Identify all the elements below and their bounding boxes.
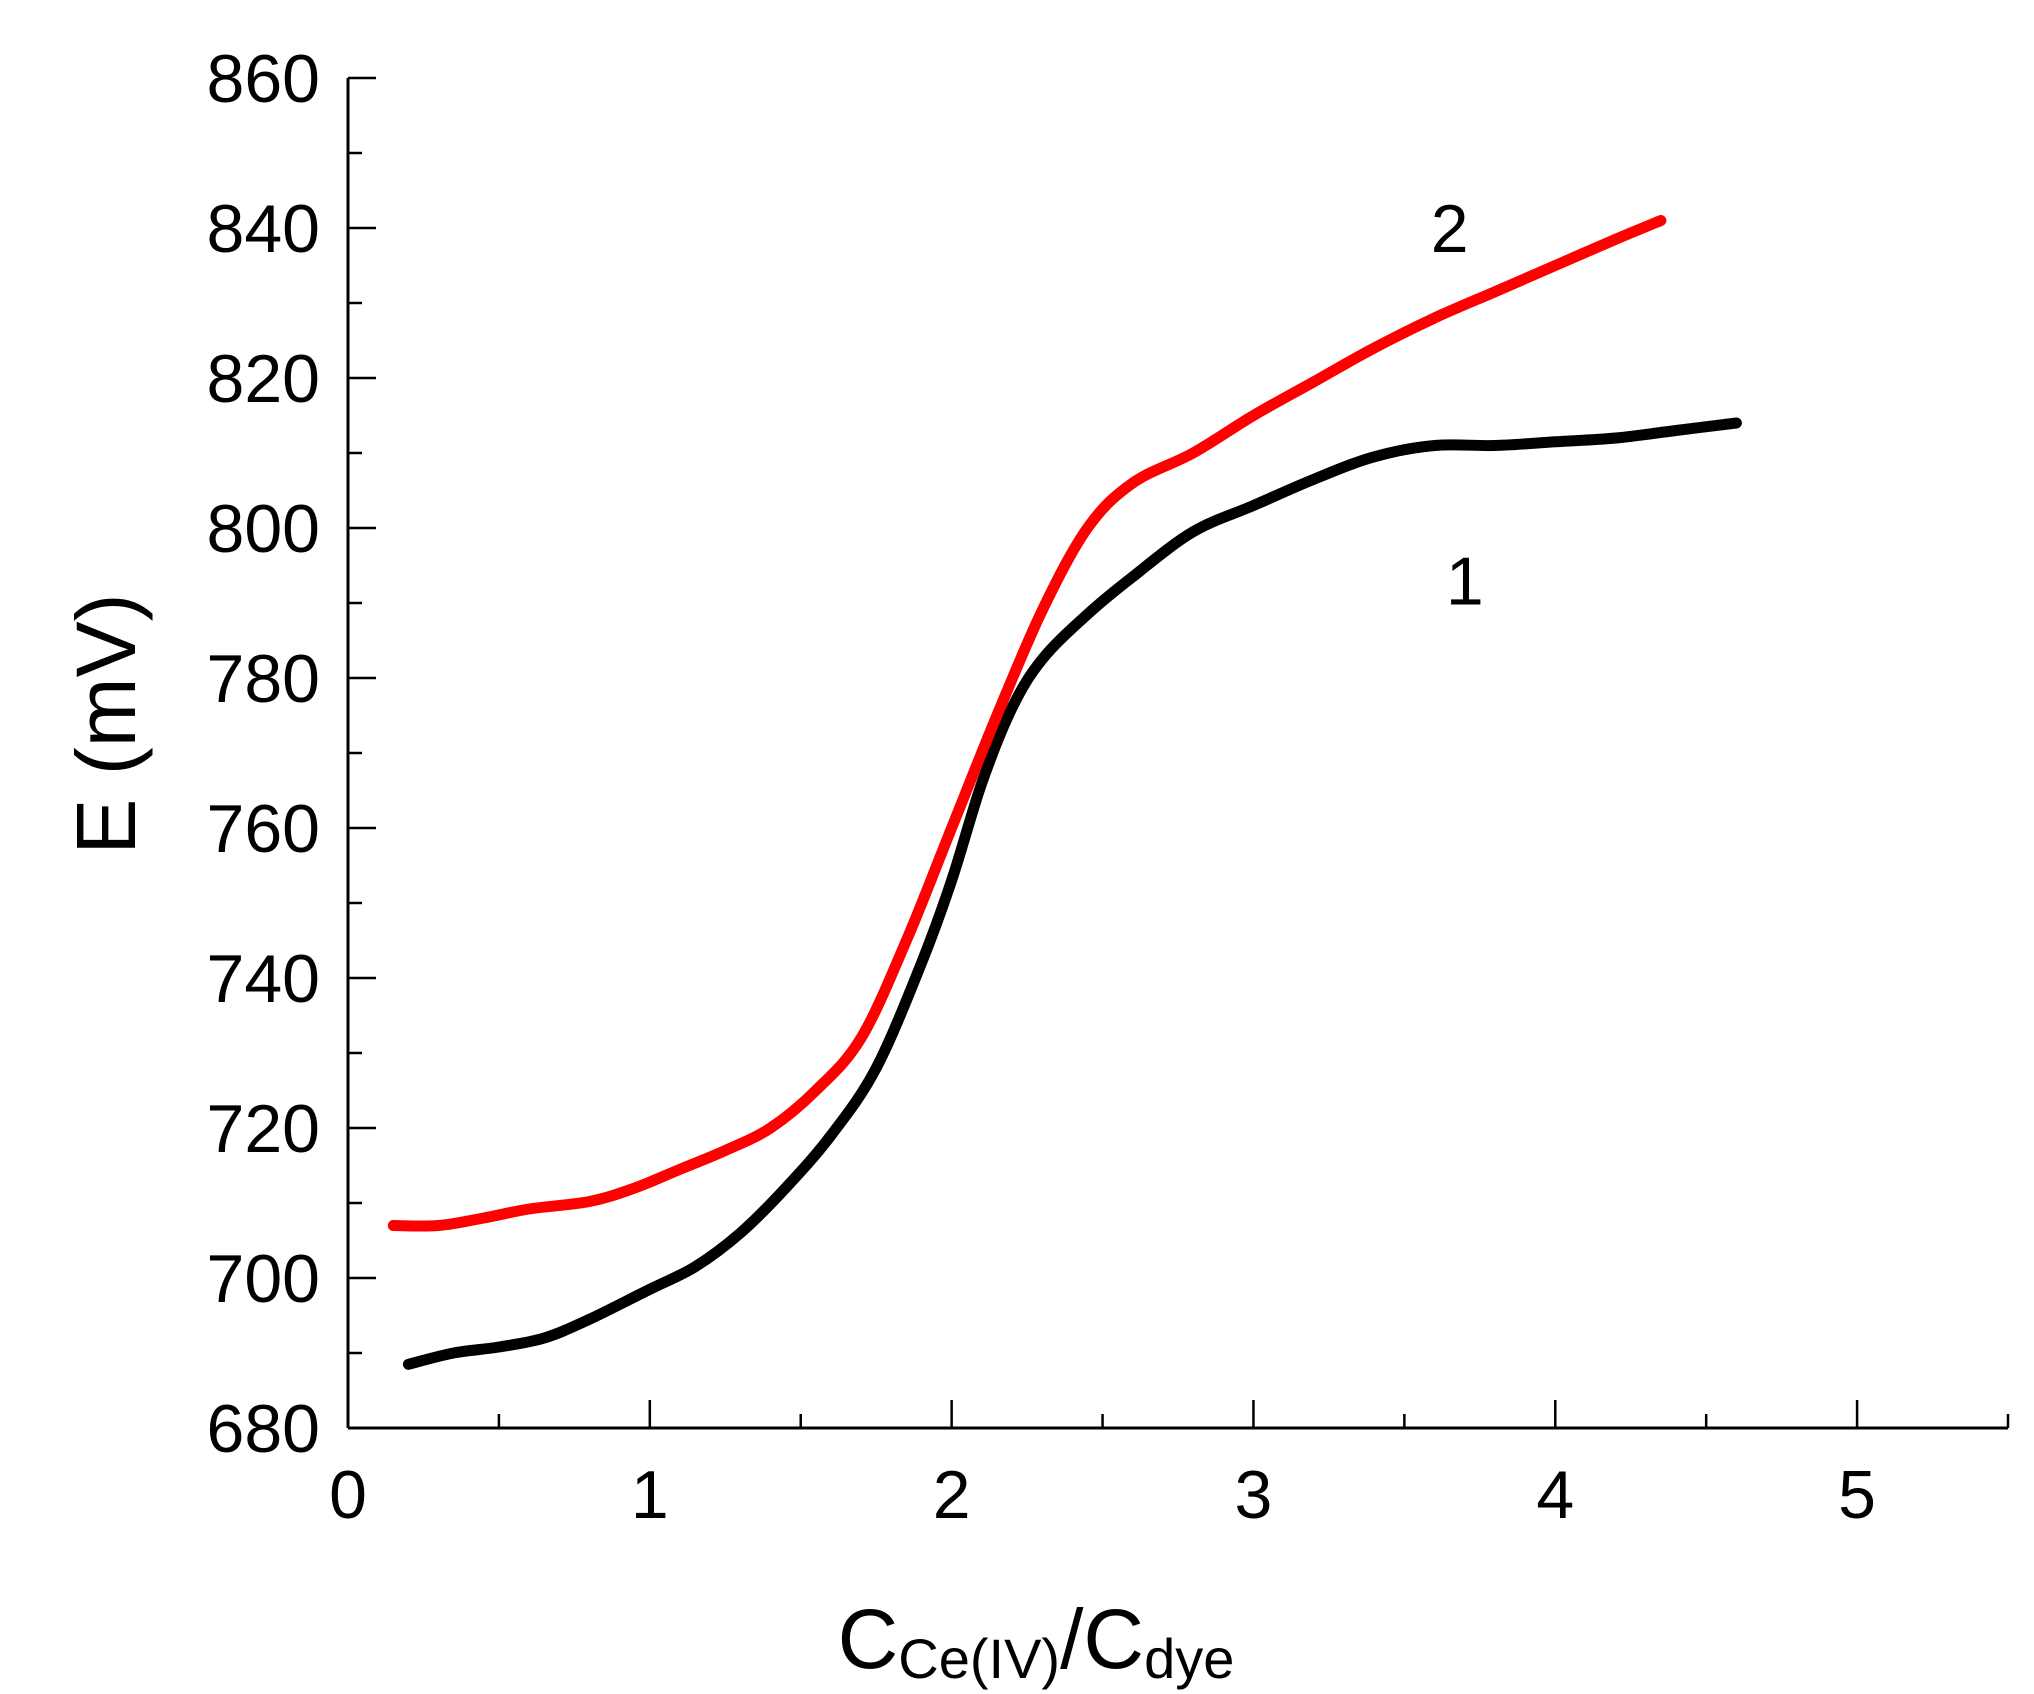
y-tick-label: 700 [207, 1241, 320, 1317]
series-lines [387, 215, 1742, 1370]
x-title-slash: /C [1060, 1592, 1144, 1686]
x-tick-label: 5 [1838, 1457, 1876, 1533]
axes [346, 78, 2008, 1430]
x-title-sub2: dye [1144, 1627, 1234, 1690]
series-label-2: 2 [1431, 191, 1469, 267]
x-axis-title: CCe(IV)/Cdye [838, 1592, 1235, 1690]
y-tick-label: 760 [207, 791, 320, 867]
series-label-1: 1 [1446, 544, 1484, 620]
y-tick-label: 840 [207, 191, 320, 267]
series-line-1 [402, 417, 1742, 1370]
y-tick-label: 780 [207, 641, 320, 717]
x-tick-label: 1 [631, 1457, 669, 1533]
series-labels: 12 [1431, 191, 1484, 620]
y-tick-label: 800 [207, 491, 320, 567]
series-line-2 [387, 215, 1667, 1232]
y-tick-label: 740 [207, 941, 320, 1017]
x-tick-label: 0 [329, 1457, 367, 1533]
x-axis-ticks: 0 1 2 3 4 5 [329, 1400, 2010, 1533]
y-tick-label: 720 [207, 1091, 320, 1167]
x-tick-label: 3 [1235, 1457, 1273, 1533]
y-tick-label: 680 [207, 1391, 320, 1467]
x-title-sub1: Ce(IV) [898, 1627, 1060, 1690]
y-axis-title: E (mV) [59, 593, 153, 854]
x-tick-label: 4 [1536, 1457, 1574, 1533]
x-title-main: C [838, 1592, 899, 1686]
y-axis-ticks: 680 700 720 740 760 780 800 820 840 860 [207, 41, 376, 1467]
y-tick-label: 820 [207, 341, 320, 417]
x-tick-label: 2 [933, 1457, 971, 1533]
y-tick-label: 860 [207, 41, 320, 117]
